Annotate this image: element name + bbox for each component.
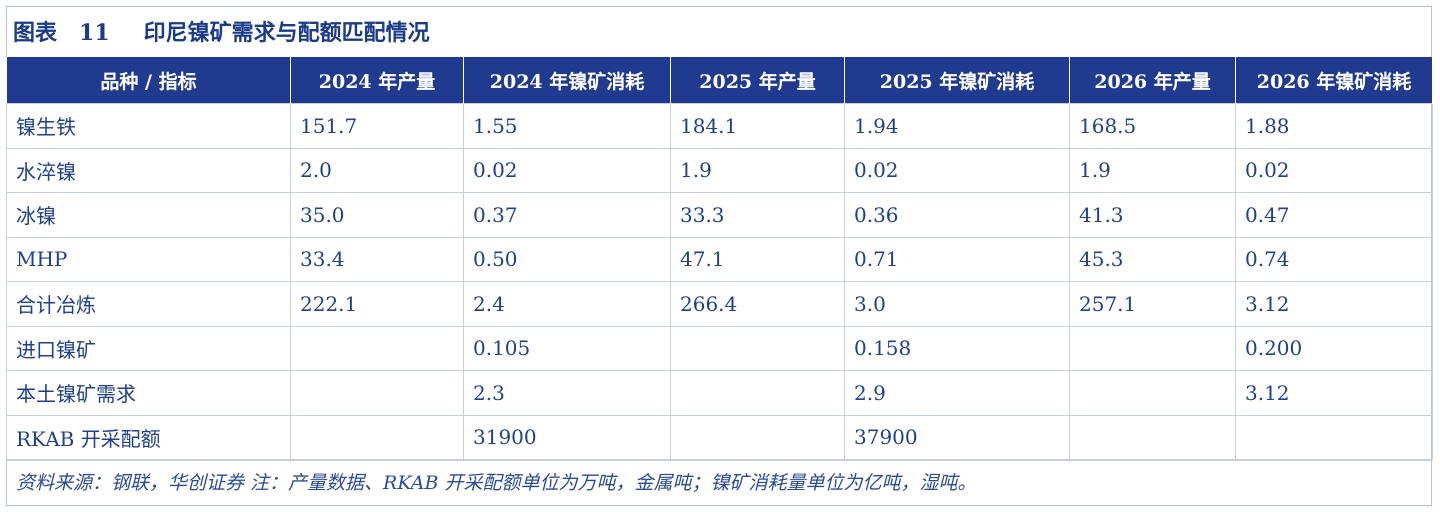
- table-cell: 0.158: [844, 325, 1070, 371]
- row-label: 冰镍: [6, 192, 291, 238]
- figure-frame: 图表 11 印尼镍矿需求与配额匹配情况 品种 / 指标 2024 年产量 2024 …: [6, 6, 1433, 506]
- table-row: 冰镍 35.0 0.37 33.3 0.36 41.3 0.47: [6, 192, 1433, 238]
- table-cell: 3.12: [1235, 281, 1433, 327]
- table-cell: 47.1: [670, 236, 845, 282]
- table-cell: [670, 325, 845, 371]
- table-cell: 31900: [463, 414, 671, 460]
- table-cell: 0.50: [463, 236, 671, 282]
- table-row: RKAB 开采配额 31900 37900: [6, 414, 1433, 460]
- column-header: 2024 年镍矿消耗: [463, 57, 671, 104]
- table-cell: 2.3: [463, 370, 671, 416]
- row-label: RKAB 开采配额: [6, 414, 291, 460]
- table-cell: 0.37: [463, 192, 671, 238]
- table-cell: 168.5: [1069, 103, 1236, 149]
- table-cell: [1069, 325, 1236, 371]
- table-cell: [670, 414, 845, 460]
- table-cell: 0.74: [1235, 236, 1433, 282]
- row-label: 镍生铁: [6, 103, 291, 149]
- data-table: 品种 / 指标 2024 年产量 2024 年镍矿消耗 2025 年产量 202…: [6, 57, 1433, 460]
- table-cell: 151.7: [290, 103, 464, 149]
- table-cell: 0.47: [1235, 192, 1433, 238]
- row-label: 进口镍矿: [6, 325, 291, 371]
- table-cell: 0.02: [1235, 147, 1433, 193]
- table-row: 进口镍矿 0.105 0.158 0.200: [6, 325, 1433, 371]
- table-cell: [1235, 414, 1433, 460]
- table-cell: 0.71: [844, 236, 1070, 282]
- source-note: 资料来源：钢联，华创证券 注：产量数据、RKAB 开采配额单位为万吨，金属吨；镍…: [7, 460, 1431, 505]
- table-cell: 257.1: [1069, 281, 1236, 327]
- row-label: 本土镍矿需求: [6, 370, 291, 416]
- column-header: 2025 年产量: [670, 57, 845, 104]
- table-row: MHP 33.4 0.50 47.1 0.71 45.3 0.74: [6, 236, 1433, 282]
- table-cell: 0.02: [463, 147, 671, 193]
- table-cell: 41.3: [1069, 192, 1236, 238]
- table-cell: 1.9: [1069, 147, 1236, 193]
- table-cell: 33.4: [290, 236, 464, 282]
- table-cell: 37900: [844, 414, 1070, 460]
- table-cell: 0.02: [844, 147, 1070, 193]
- table-cell: 222.1: [290, 281, 464, 327]
- table-row: 镍生铁 151.7 1.55 184.1 1.94 168.5 1.88: [6, 103, 1433, 149]
- table-cell: [1069, 414, 1236, 460]
- table-cell: 266.4: [670, 281, 845, 327]
- table-cell: 35.0: [290, 192, 464, 238]
- table-cell: [670, 370, 845, 416]
- column-header: 2024 年产量: [290, 57, 464, 104]
- table-cell: 2.9: [844, 370, 1070, 416]
- figure-title: 图表 11 印尼镍矿需求与配额匹配情况: [7, 7, 1431, 57]
- figure-label: 图表: [13, 20, 58, 46]
- table-cell: 45.3: [1069, 236, 1236, 282]
- table-cell: 3.12: [1235, 370, 1433, 416]
- table-cell: 1.55: [463, 103, 671, 149]
- table-cell: 0.105: [463, 325, 671, 371]
- figure-number: 11: [79, 20, 110, 46]
- table-header-row: 品种 / 指标 2024 年产量 2024 年镍矿消耗 2025 年产量 202…: [6, 57, 1433, 104]
- table-row: 本土镍矿需求 2.3 2.9 3.12: [6, 370, 1433, 416]
- figure-title-text: 印尼镍矿需求与配额匹配情况: [143, 20, 430, 46]
- table-cell: [1069, 370, 1236, 416]
- table-row: 合计冶炼 222.1 2.4 266.4 3.0 257.1 3.12: [6, 281, 1433, 327]
- column-header: 品种 / 指标: [6, 57, 291, 104]
- column-header: 2026 年产量: [1069, 57, 1236, 104]
- column-header: 2026 年镍矿消耗: [1235, 57, 1433, 104]
- table-cell: 0.36: [844, 192, 1070, 238]
- table-row: 水淬镍 2.0 0.02 1.9 0.02 1.9 0.02: [6, 147, 1433, 193]
- table-cell: 184.1: [670, 103, 845, 149]
- table-cell: 3.0: [844, 281, 1070, 327]
- table-cell: [290, 370, 464, 416]
- table-cell: [290, 414, 464, 460]
- table-cell: 33.3: [670, 192, 845, 238]
- table-cell: 0.200: [1235, 325, 1433, 371]
- column-header: 2025 年镍矿消耗: [844, 57, 1070, 104]
- table-cell: [290, 325, 464, 371]
- row-label: 水淬镍: [6, 147, 291, 193]
- row-label: MHP: [6, 236, 291, 282]
- table-cell: 1.94: [844, 103, 1070, 149]
- table-cell: 2.4: [463, 281, 671, 327]
- row-label: 合计冶炼: [6, 281, 291, 327]
- table-cell: 1.9: [670, 147, 845, 193]
- table-cell: 2.0: [290, 147, 464, 193]
- table-cell: 1.88: [1235, 103, 1433, 149]
